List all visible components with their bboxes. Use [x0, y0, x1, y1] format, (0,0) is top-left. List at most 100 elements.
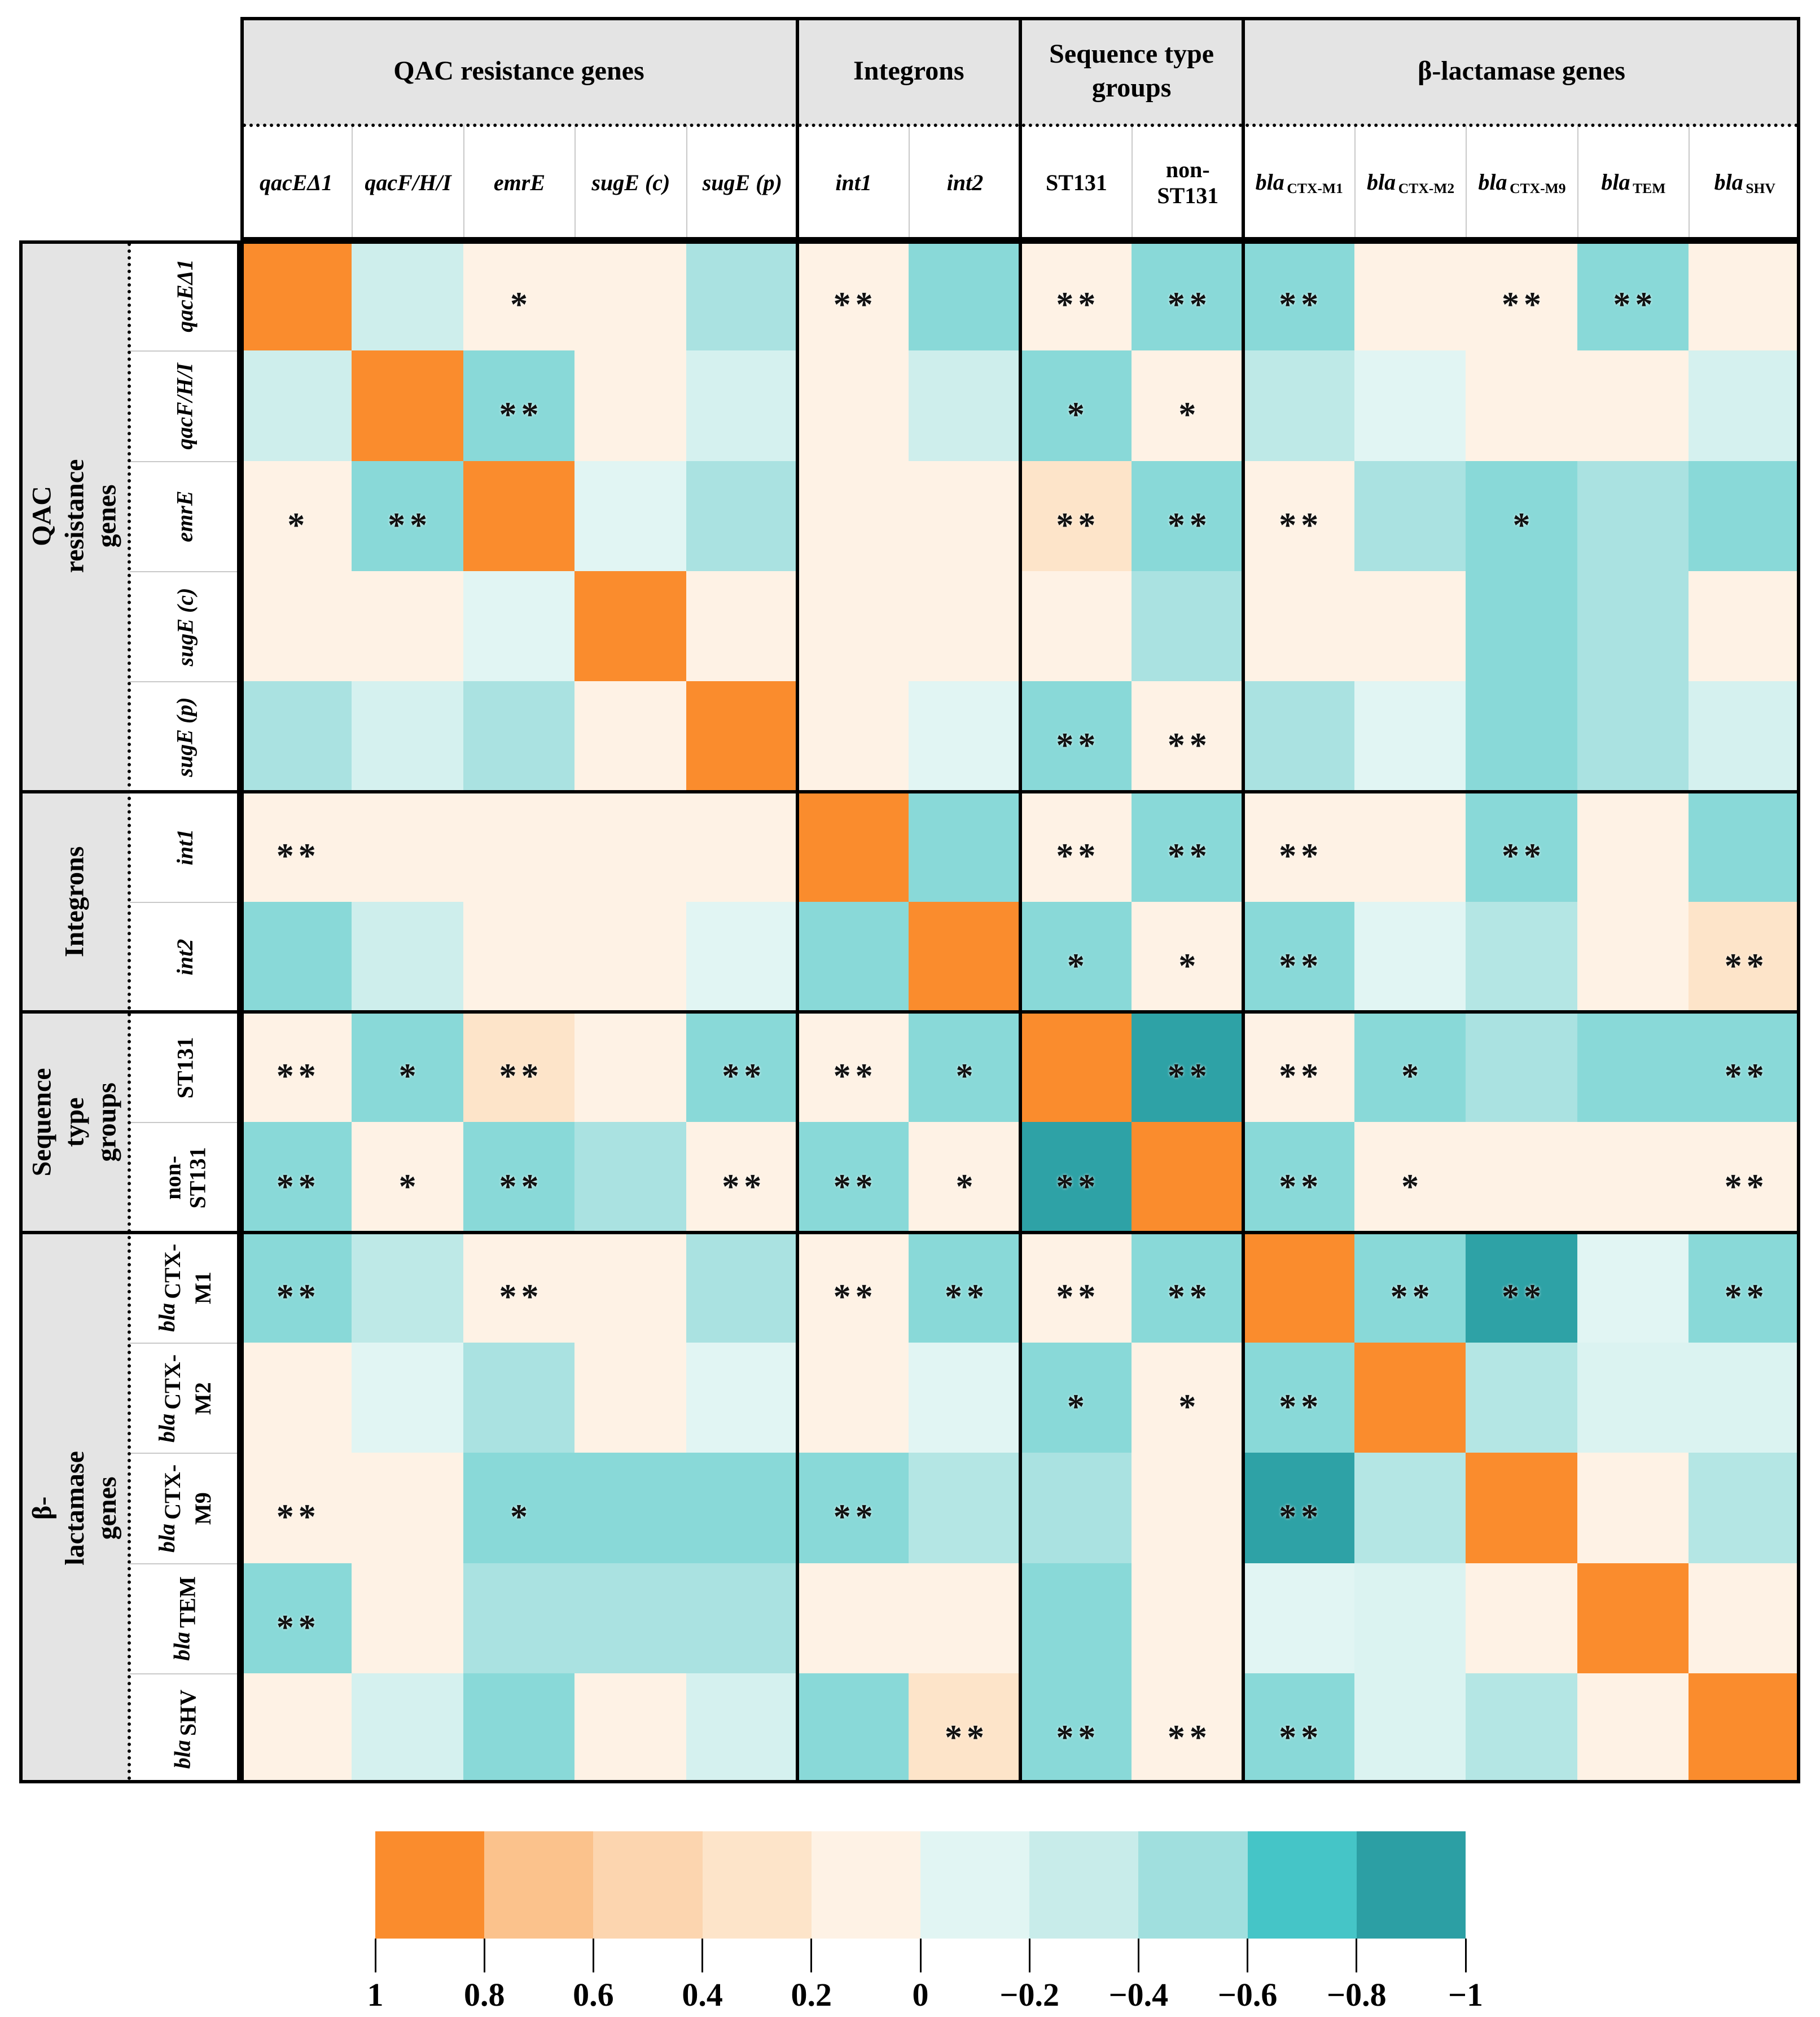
row-header-label: sugE (c)	[172, 587, 198, 666]
significance-stars: *	[287, 506, 310, 545]
legend-swatch	[1029, 1831, 1139, 1939]
legend-swatch-strip	[375, 1831, 1466, 1939]
matrix-cell	[352, 571, 463, 682]
matrix-cell	[686, 901, 797, 1012]
significance-stars: **	[945, 1277, 989, 1316]
matrix-cell	[1577, 1012, 1689, 1122]
matrix-cell	[686, 681, 797, 792]
matrix-cell: *	[1132, 901, 1243, 1012]
legend-swatch	[702, 1831, 812, 1939]
matrix-cell: **	[1243, 1453, 1354, 1563]
matrix-cell	[1132, 1122, 1243, 1233]
matrix-cell: *	[463, 1453, 575, 1563]
legend-tick-label: −0.4	[1108, 1976, 1169, 2013]
row-header: blaCTX-M2	[130, 1342, 240, 1453]
correlation-heatmap-table: QAC resistance genes Integrons Sequence ty…	[19, 17, 1800, 1784]
matrix-cell	[1577, 1232, 1689, 1343]
matrix-cell	[1354, 791, 1466, 902]
legend-tick	[701, 1939, 704, 1972]
matrix-cell: **	[240, 1122, 352, 1233]
row-header-label-main: bla	[154, 1523, 179, 1553]
matrix-cell: *	[1354, 1122, 1466, 1233]
matrix-cell: **	[1243, 1673, 1354, 1784]
legend-tick	[1247, 1939, 1249, 1972]
significance-stars: **	[1279, 1167, 1323, 1206]
row-header-label: ST131	[172, 1037, 198, 1099]
significance-stars: *	[955, 1057, 978, 1096]
row-header-label: qacEΔ1	[172, 258, 198, 332]
matrix-cell	[1689, 791, 1800, 902]
row-header-label-sub: CTX-M2	[160, 1354, 216, 1415]
matrix-cell: **	[463, 1122, 575, 1233]
matrix-cell	[1243, 681, 1354, 792]
matrix-cell: **	[1466, 240, 1577, 351]
matrix-cell: *	[909, 1012, 1020, 1122]
matrix-cell	[574, 1122, 686, 1233]
matrix-cell	[240, 1673, 352, 1784]
matrix-cell	[1020, 571, 1132, 682]
matrix-cell: **	[1689, 1232, 1800, 1343]
matrix-cell	[1689, 571, 1800, 682]
row-header: int1	[130, 791, 240, 902]
row-group-label: Sequence type groups	[19, 1012, 130, 1233]
matrix-cell: **	[463, 1232, 575, 1343]
matrix-cell	[1354, 681, 1466, 792]
column-header: sugE (c)	[574, 125, 686, 240]
matrix-cell: **	[1020, 461, 1132, 571]
legend-tick	[1464, 1939, 1467, 1972]
matrix-cell	[909, 681, 1020, 792]
matrix-cell: *	[1020, 1342, 1132, 1453]
row-header: sugE (p)	[130, 681, 240, 792]
row-header: qacEΔ1	[130, 240, 240, 351]
matrix-cell	[909, 1342, 1020, 1453]
matrix-cell	[797, 461, 909, 571]
matrix-cell	[686, 1342, 797, 1453]
matrix-cell: **	[240, 1563, 352, 1673]
row-header: ST131	[130, 1012, 240, 1122]
significance-stars: **	[833, 1057, 878, 1096]
matrix-cell	[574, 1342, 686, 1453]
column-group-header-text: β-lactamase genes	[1418, 56, 1625, 86]
significance-stars: **	[1724, 1167, 1769, 1206]
matrix-cell	[1243, 571, 1354, 682]
matrix-cell	[1577, 1673, 1689, 1784]
row-header-label-main: bla	[169, 1739, 195, 1769]
column-header-label-main: bla	[1478, 169, 1507, 195]
row-header-label-sub: CTX-M1	[160, 1244, 216, 1305]
legend-tick-label: 0.2	[791, 1976, 832, 2013]
matrix-cell	[1577, 1122, 1689, 1233]
matrix-cell	[352, 791, 463, 902]
row-header-label: sugE (p)	[172, 697, 198, 777]
significance-stars: *	[1401, 1167, 1424, 1206]
matrix-cell: **	[909, 1673, 1020, 1784]
column-header-label: bla CTX-M2	[1367, 169, 1454, 197]
matrix-cell: **	[1243, 240, 1354, 351]
matrix-cell	[1689, 350, 1800, 461]
significance-stars: **	[1056, 1167, 1100, 1206]
matrix-cell	[797, 1563, 909, 1673]
matrix-cell: **	[1020, 1673, 1132, 1784]
matrix-cell	[1466, 1012, 1577, 1122]
row-group-label-text: QAC resistance genes	[27, 459, 122, 573]
matrix-cell	[1577, 681, 1689, 792]
matrix-cell	[1243, 1232, 1354, 1343]
significance-stars: **	[1279, 1498, 1323, 1537]
legend-tick	[483, 1939, 485, 1972]
column-header: bla SHV	[1689, 125, 1800, 240]
significance-stars: *	[510, 286, 532, 325]
column-header-label-main: bla	[1366, 169, 1396, 195]
significance-stars: **	[1279, 1718, 1323, 1757]
significance-stars: **	[499, 396, 543, 435]
column-header-label-sub: SHV	[1746, 179, 1775, 196]
matrix-cell: **	[797, 1012, 909, 1122]
row-header: int2	[130, 901, 240, 1012]
matrix-cell	[240, 1342, 352, 1453]
row-header-label: non- ST131	[160, 1147, 210, 1209]
matrix-cell	[909, 571, 1020, 682]
matrix-cell	[686, 1232, 797, 1343]
matrix-cell	[463, 901, 575, 1012]
matrix-cell	[1466, 571, 1577, 682]
matrix-cell: **	[1689, 901, 1800, 1012]
column-header-label: bla CTX-M1	[1256, 169, 1343, 197]
matrix-cell	[240, 571, 352, 682]
